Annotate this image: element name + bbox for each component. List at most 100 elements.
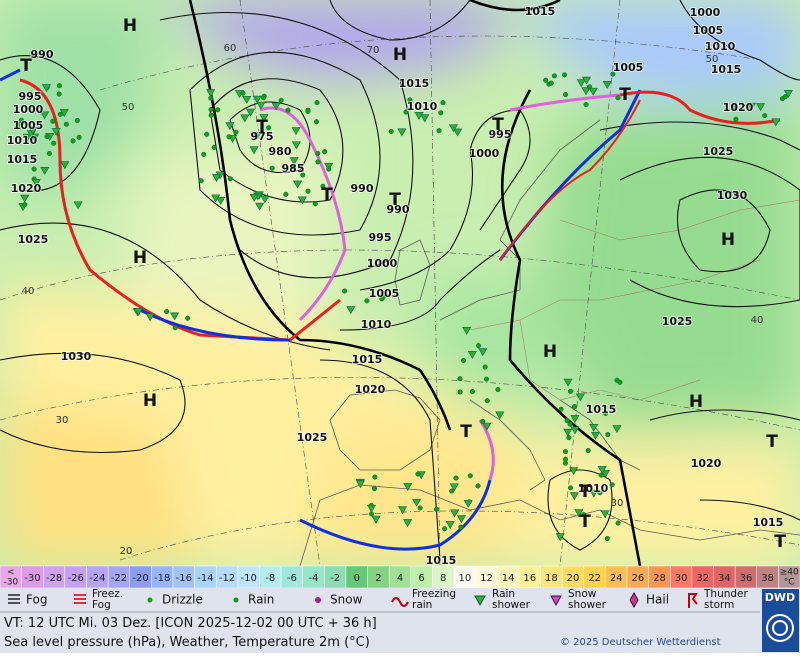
rain-shower-icon [474, 595, 486, 607]
legend-label: Snow [330, 593, 363, 607]
isobar-label: 1000 [469, 147, 500, 160]
isobar [209, 78, 344, 203]
scale-label: -14 [197, 573, 213, 584]
shower-symbol [252, 95, 262, 104]
rain-symbol [315, 159, 321, 165]
shower-symbol [590, 431, 600, 440]
rain-symbol [278, 97, 284, 103]
isobar-label: 1005 [613, 61, 644, 74]
rain-symbol [185, 315, 191, 321]
rain-symbol [548, 80, 554, 86]
rain-symbol [572, 404, 578, 410]
rain-symbol [320, 183, 326, 189]
rain-symbol [614, 377, 620, 383]
shower-symbol [256, 101, 266, 110]
rain-symbol [615, 520, 621, 526]
shower-symbol [403, 519, 413, 528]
rain-symbol [469, 389, 475, 395]
isobar [0, 352, 186, 454]
rain-symbol [604, 536, 610, 542]
shower-symbol [462, 326, 472, 335]
footer-background [0, 612, 800, 653]
shower-symbol [15, 122, 25, 130]
rain-symbol [563, 456, 569, 462]
legend-label: Fog [92, 599, 111, 611]
legend-label: Rain [492, 588, 515, 600]
drizzle-icon [147, 597, 153, 603]
rain-symbol [562, 449, 569, 455]
rain-symbol [733, 116, 739, 122]
rain-symbol [615, 95, 621, 101]
scale-label: -18 [154, 573, 170, 584]
shower-symbol [756, 103, 766, 112]
shower-symbol [445, 521, 455, 529]
shower-symbol [291, 141, 301, 150]
temp-area [520, 0, 800, 100]
occluded-front [478, 419, 495, 481]
latitude-label: 50 [706, 54, 719, 65]
rain-symbol [583, 102, 589, 108]
latitude-label: 40 [751, 315, 764, 326]
rain-symbol [417, 505, 423, 511]
isobar-label: 1005 [369, 287, 400, 300]
shower-symbol [478, 348, 488, 357]
legend-label: Snow [568, 588, 597, 600]
rain-symbol [585, 447, 591, 454]
isobar [676, 189, 771, 273]
snow-icon [315, 597, 321, 603]
shower-symbol [51, 127, 61, 136]
shower-symbol [346, 306, 356, 315]
shower-symbol [570, 415, 580, 424]
rain-symbol [300, 172, 306, 178]
pressure-center: T [389, 190, 401, 210]
shower-symbol [40, 111, 50, 120]
shower-symbol [240, 114, 250, 123]
rain-symbol [285, 107, 291, 113]
rain-symbol [587, 84, 593, 90]
rain-symbol [403, 109, 409, 115]
occluded-front [509, 93, 621, 112]
scale-label: 28 [653, 573, 666, 584]
shower-symbol [589, 489, 599, 498]
rain-symbol [475, 343, 482, 349]
temp-area [0, 400, 200, 566]
shower-symbol [482, 422, 492, 431]
shower-symbol [448, 124, 458, 133]
logo-mark [772, 620, 788, 636]
isobar-label: 1020 [691, 457, 722, 470]
isobar-label: 1015 [352, 353, 383, 366]
pressure-center: H [133, 248, 147, 268]
scale-label: 32 [696, 573, 709, 584]
legend-label: Rain [248, 593, 274, 607]
rain-symbol [227, 176, 233, 182]
rain-symbol [436, 128, 442, 134]
pressure-center: T [20, 56, 32, 76]
rain-symbol [342, 288, 348, 294]
pressure-center: T [619, 85, 631, 105]
shower-symbol [746, 102, 756, 111]
warm-front [499, 99, 641, 261]
temp-area [160, 0, 520, 80]
rain-symbol [731, 104, 737, 110]
rain-symbol [46, 150, 52, 157]
shower-symbol [259, 114, 269, 123]
shower-symbol [602, 80, 612, 89]
scale-label: 26 [631, 573, 644, 584]
legend-label: storm [704, 599, 734, 611]
weather-symbols [15, 71, 793, 542]
pressure-center: H [143, 391, 157, 411]
pressure-center: T [460, 422, 472, 442]
rain-symbol [407, 97, 413, 103]
shower-symbol [467, 350, 477, 359]
latitude-label: 30 [56, 415, 69, 426]
shower-symbol [574, 509, 584, 518]
rain-symbol [609, 482, 615, 488]
shower-symbol [403, 482, 413, 491]
shower-symbol [600, 469, 611, 478]
isobar [699, 499, 800, 521]
temperature-scale: <-30 -30 -28 -26 -24 -22 -20 -18 -16 -14 -12 -10 -8-… [0, 565, 800, 589]
scale-label: -28 [46, 573, 62, 584]
rain-symbol [460, 357, 467, 364]
shower-symbol [576, 79, 586, 88]
